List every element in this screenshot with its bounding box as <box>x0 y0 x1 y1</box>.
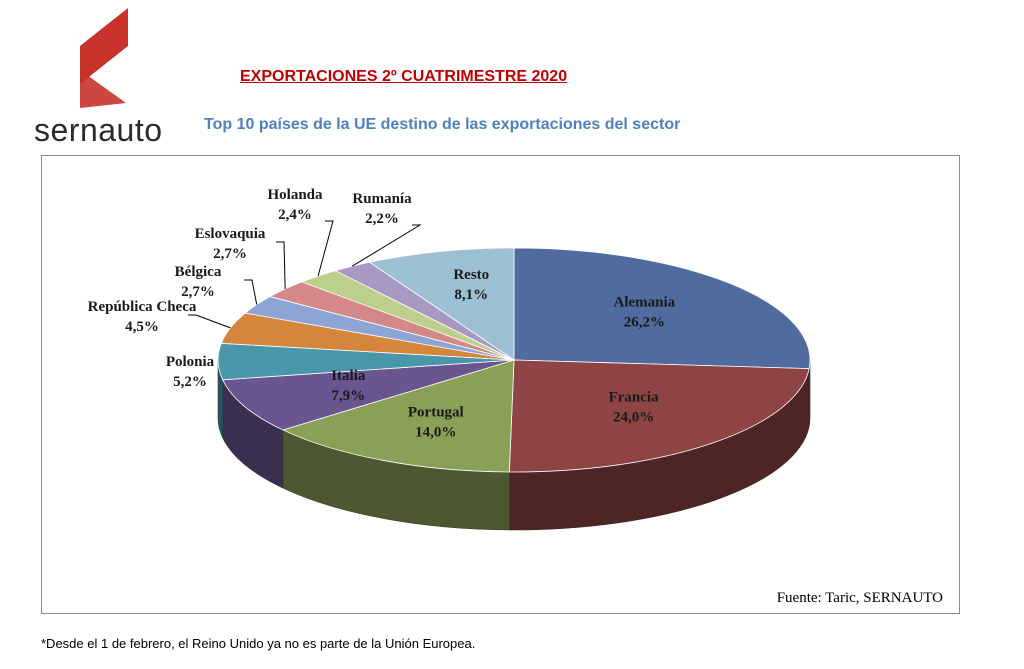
label-leader-lines <box>188 220 422 329</box>
slice-label-republica-checa: República Checa <box>88 299 197 315</box>
slice-value-holanda: 2,4% <box>278 207 312 223</box>
leader-line-eslovaquia <box>276 241 286 289</box>
chart-area: Alemania 26,2% Francia 24,0% Portugal 14,0% It… <box>41 155 960 614</box>
leader-line-republica-checa <box>188 314 231 329</box>
page-title: EXPORTACIONES 2º CUATRIMESTRE 2020 <box>240 68 568 85</box>
slice-francia <box>508 359 810 473</box>
pie-chart: Alemania 26,2% Francia 24,0% Portugal 14,0% It… <box>88 187 811 531</box>
slice-value-belgica: 2,7% <box>181 284 215 300</box>
slice-value-alemania: 26,2% <box>624 314 665 330</box>
slice-value-resto: 8,1% <box>454 287 488 303</box>
slice-labels: Alemania 26,2% Francia 24,0% Portugal 14,0% It… <box>88 187 676 440</box>
slice-label-polonia: Polonia <box>166 354 215 370</box>
slice-value-rumania: 2,2% <box>365 211 399 227</box>
slice-label-francia: Francia <box>609 390 659 406</box>
sernauto-logo-mark <box>80 8 128 108</box>
leader-line-rumania <box>351 224 422 267</box>
footnote: *Desde el 1 de febrero, el Reino Unido y… <box>41 636 476 651</box>
slice-resto <box>368 247 515 361</box>
slice-label-italia: Italia <box>331 368 366 384</box>
source-note: Fuente: Taric, SERNAUTO <box>776 590 943 606</box>
slice-label-belgica: Bélgica <box>175 264 222 280</box>
slice-label-rumania: Rumanía <box>352 191 412 207</box>
slice-value-republica-checa: 4,5% <box>125 319 159 335</box>
pie-sides <box>217 359 811 531</box>
slice-value-eslovaquia: 2,7% <box>213 246 247 262</box>
slice-label-alemania: Alemania <box>613 294 675 310</box>
slice-label-eslovaquia: Eslovaquia <box>195 226 266 242</box>
slice-value-francia: 24,0% <box>613 410 654 426</box>
chart-subtitle: Top 10 países de la UE destino de las ex… <box>204 116 681 133</box>
pie-slices <box>217 247 811 473</box>
leader-line-belgica <box>244 279 258 305</box>
slice-label-holanda: Holanda <box>267 187 323 203</box>
slice-italia <box>222 359 515 431</box>
slice-value-portugal: 14,0% <box>415 424 456 440</box>
slice-value-italia: 7,9% <box>331 388 365 404</box>
slice-value-polonia: 5,2% <box>173 374 207 390</box>
slice-label-portugal: Portugal <box>408 404 464 420</box>
slice-label-resto: Resto <box>453 267 489 283</box>
leader-line-holanda <box>317 220 334 277</box>
slice-portugal <box>281 359 515 473</box>
sernauto-logo-text: sernauto <box>34 112 163 148</box>
slice-alemania <box>513 247 811 370</box>
